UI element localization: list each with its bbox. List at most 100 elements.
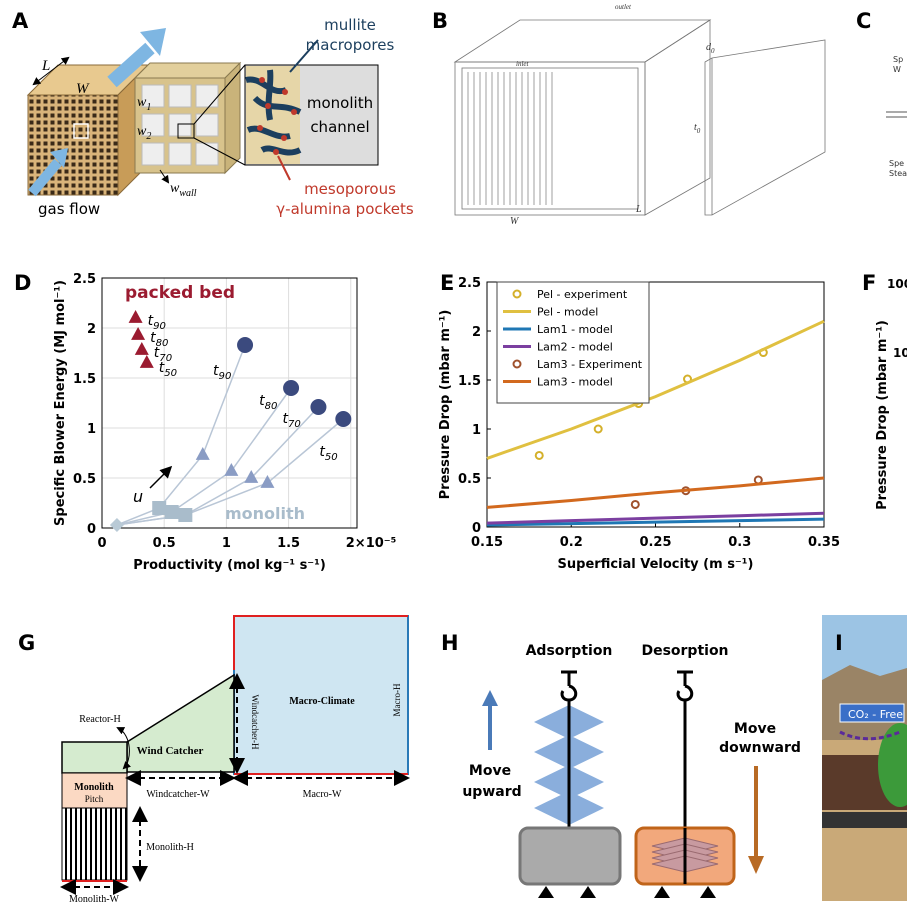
panel-label: C bbox=[856, 9, 871, 33]
dim-label: Reactor-H bbox=[79, 714, 120, 725]
base: t bbox=[213, 363, 219, 379]
annotation: packed bed bbox=[125, 283, 235, 303]
marker bbox=[164, 505, 179, 519]
subscript: 70 bbox=[159, 353, 172, 364]
reactor bbox=[61, 741, 128, 774]
co2-box bbox=[839, 703, 905, 723]
x-tick-label: 0.15 bbox=[471, 535, 503, 550]
flow-arrowhead bbox=[140, 28, 166, 56]
dim-label: W bbox=[76, 81, 90, 97]
feet bbox=[538, 886, 716, 898]
panel-c: C Sp W Spe Stea bbox=[856, 9, 907, 178]
marker bbox=[109, 518, 124, 532]
base: w bbox=[170, 181, 180, 196]
x-tick-label: 2×10⁻⁵ bbox=[346, 536, 397, 551]
base: w bbox=[137, 124, 147, 139]
x-tick-label: 0.5 bbox=[153, 536, 176, 551]
dim-label: L bbox=[635, 204, 642, 215]
legend-label: Lam2 - model bbox=[537, 341, 613, 354]
callout bbox=[289, 39, 319, 73]
channel-label: channel bbox=[310, 118, 369, 136]
marker bbox=[534, 450, 544, 460]
dim-label: Macro-H bbox=[392, 683, 402, 716]
gas-flow-label: gas flow bbox=[38, 200, 100, 218]
dim-label: Windcatcher-H bbox=[250, 695, 260, 750]
plot-frame bbox=[101, 277, 358, 529]
subscript: 80 bbox=[265, 401, 278, 412]
x-tick-label: 1.5 bbox=[277, 536, 300, 551]
subscript: 1 bbox=[146, 102, 151, 113]
series-line bbox=[486, 517, 825, 527]
gas-arrow bbox=[28, 158, 62, 197]
dim-arrow bbox=[32, 56, 70, 86]
macropores-label: macropores bbox=[306, 36, 395, 54]
subscript: 90 bbox=[219, 371, 232, 382]
monolith-head bbox=[61, 772, 128, 809]
base: t bbox=[259, 393, 265, 409]
box-top bbox=[453, 19, 712, 63]
co2-label: CO₂ - Free bbox=[848, 708, 903, 721]
base: t bbox=[150, 330, 156, 346]
state-label: Desorption bbox=[641, 643, 728, 659]
y-tick-label: 1.5 bbox=[458, 374, 481, 389]
x-tick-label: 0.2 bbox=[560, 535, 583, 550]
x-tick-label: 0.3 bbox=[728, 535, 751, 550]
x-tick-label: 1 bbox=[222, 536, 231, 551]
y-tick-label: 2.5 bbox=[73, 272, 96, 287]
dim-label: W bbox=[510, 216, 520, 227]
base: t bbox=[694, 122, 697, 133]
y-tick-label: 2.5 bbox=[458, 276, 481, 291]
block-top bbox=[133, 62, 242, 79]
gas-arrowhead bbox=[50, 148, 68, 168]
move-label: downward bbox=[719, 740, 801, 756]
x-tick-label: 0.35 bbox=[808, 535, 840, 550]
base: w bbox=[137, 95, 147, 110]
flow-arrow bbox=[107, 42, 155, 88]
panel-label: H bbox=[441, 631, 459, 655]
plate bbox=[704, 39, 826, 216]
cropped-text: Stea bbox=[889, 169, 907, 178]
pitch-label: Pitch bbox=[85, 794, 104, 804]
subscript: 50 bbox=[325, 452, 338, 463]
y-tick-label: 1 bbox=[87, 422, 96, 437]
legend-label: Pel - experiment bbox=[537, 288, 628, 301]
box-side bbox=[644, 19, 711, 216]
photo-tank bbox=[878, 723, 907, 807]
legend-label: Pel - model bbox=[537, 306, 598, 319]
dim-label: w2 bbox=[137, 124, 151, 142]
move-label: upward bbox=[462, 784, 521, 800]
box-inner bbox=[461, 67, 639, 210]
y-axis-label: Pressure Drop (mbar m⁻¹) bbox=[875, 320, 890, 510]
x-axis-label: Superficial Velocity (m s⁻¹) bbox=[558, 557, 754, 572]
marker bbox=[152, 501, 167, 515]
marker bbox=[178, 508, 193, 522]
dim-label: t0 bbox=[694, 122, 701, 135]
marker bbox=[131, 326, 146, 340]
panel-f: F 100 10 Pressure Drop (mbar m⁻¹) bbox=[862, 271, 907, 510]
marker bbox=[237, 337, 254, 353]
marker bbox=[128, 309, 143, 323]
collapsed-stack bbox=[651, 837, 719, 873]
point-label: t80 bbox=[150, 330, 168, 349]
base: t bbox=[154, 345, 160, 361]
y-tick-label: 100 bbox=[887, 277, 907, 291]
alumina-pockets bbox=[257, 77, 297, 155]
monolith-channels bbox=[61, 807, 128, 881]
macropore-network bbox=[245, 69, 302, 156]
marker bbox=[630, 499, 640, 509]
callout bbox=[277, 155, 291, 181]
marker bbox=[139, 354, 154, 368]
point-label: t50 bbox=[159, 360, 177, 379]
point-label: t90 bbox=[213, 363, 231, 382]
point-label: t80 bbox=[259, 393, 277, 412]
base: t bbox=[148, 313, 154, 329]
zoom-line bbox=[193, 64, 246, 125]
box-label: inlet bbox=[516, 60, 529, 68]
dim-label: Windcatcher-W bbox=[146, 789, 210, 800]
annotation-arrow bbox=[149, 465, 173, 489]
box-front bbox=[454, 61, 646, 216]
base: t bbox=[282, 411, 288, 427]
panel-i: CO₂ - Free I bbox=[822, 615, 907, 901]
connector bbox=[116, 387, 292, 526]
